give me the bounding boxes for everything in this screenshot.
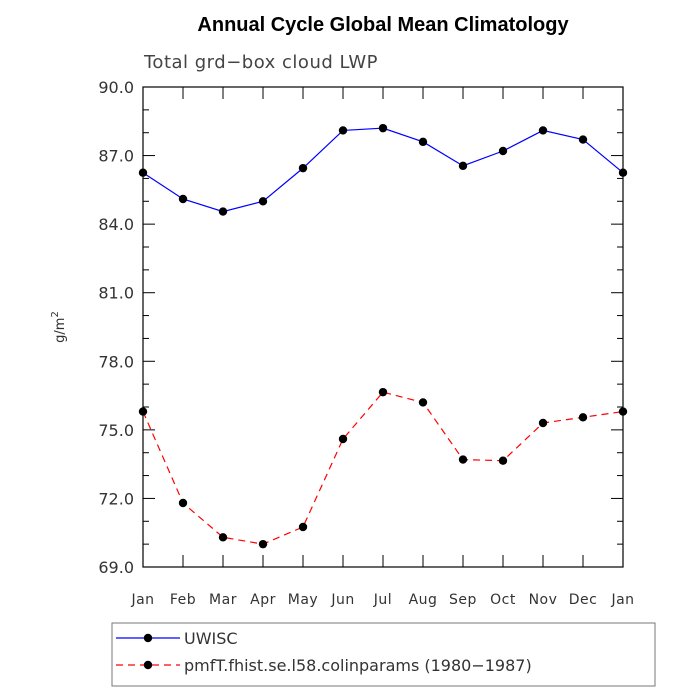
series-2-point bbox=[418, 398, 428, 407]
chart-title: Annual Cycle Global Mean Climatology bbox=[197, 14, 569, 36]
y-tick-label: 78.0 bbox=[98, 352, 134, 371]
series-1-point bbox=[258, 197, 268, 206]
y-axis-label: g/m2 bbox=[50, 311, 68, 343]
x-tick-label: Nov bbox=[529, 592, 558, 608]
legend-marker-1 bbox=[143, 633, 153, 643]
x-tick-label: Jan bbox=[130, 592, 154, 608]
series-1-point bbox=[218, 207, 228, 216]
series-1-point bbox=[458, 161, 468, 171]
y-tick-label: 90.0 bbox=[98, 78, 134, 97]
y-tick-label: 87.0 bbox=[98, 147, 134, 166]
legend-marker-2 bbox=[143, 660, 153, 670]
series-2-line bbox=[142, 391, 624, 545]
series-2-point bbox=[378, 387, 388, 397]
series-2-point bbox=[578, 413, 588, 422]
series-2-point bbox=[178, 498, 188, 508]
x-tick-label: Mar bbox=[209, 592, 237, 608]
y-tick-label: 81.0 bbox=[98, 284, 134, 303]
x-tick-label: Apr bbox=[250, 592, 276, 608]
y-axis-label-superscript: 2 bbox=[50, 311, 61, 317]
series-1-point bbox=[138, 168, 148, 177]
series-2-point bbox=[138, 407, 148, 416]
chart-subtitle: Total grd−box cloud LWP bbox=[143, 52, 378, 73]
series-2-point bbox=[618, 407, 628, 416]
series-2-point bbox=[538, 418, 548, 428]
x-tick-label: Jan bbox=[610, 592, 634, 608]
x-tick-label: Feb bbox=[170, 592, 196, 608]
series-1-point bbox=[578, 135, 588, 144]
series-1-point bbox=[618, 168, 628, 177]
x-tick-label: Sep bbox=[449, 592, 477, 608]
series-1-point bbox=[378, 123, 388, 133]
series-2-point bbox=[258, 539, 268, 549]
x-tick-label: Oct bbox=[490, 592, 516, 608]
x-tick-label: Jul bbox=[373, 592, 392, 608]
axes: 69.0 72.0 75.0 78.0 81.0 84.0 87.0 90.0 Jan Feb Ma… bbox=[98, 78, 634, 608]
series-1-point bbox=[178, 194, 188, 204]
legend: UWISC pmfT.fhist.se.l58.colinparams (1980… bbox=[111, 622, 656, 687]
legend-label-2: pmfT.fhist.se.l58.colinparams (1980−1987… bbox=[184, 656, 532, 675]
x-tick-label: May bbox=[288, 592, 318, 608]
series-1-point bbox=[498, 146, 508, 156]
y-tick-label: 84.0 bbox=[98, 215, 134, 234]
y-axis-label-text: g/m bbox=[53, 318, 68, 343]
series-layer bbox=[138, 123, 628, 549]
y-tick-label: 75.0 bbox=[98, 421, 134, 440]
x-tick-label: Aug bbox=[409, 592, 438, 608]
x-tick-label: Jun bbox=[330, 592, 354, 608]
series-2-point bbox=[218, 533, 228, 542]
x-tick-label: Dec bbox=[569, 592, 598, 608]
series-1-point bbox=[298, 163, 308, 173]
series-1-point bbox=[338, 126, 348, 135]
y-tick-label: 69.0 bbox=[98, 558, 134, 577]
series-2-point bbox=[338, 434, 348, 444]
legend-label-1: UWISC bbox=[184, 629, 238, 648]
series-2-point bbox=[298, 522, 308, 532]
y-tick-label: 72.0 bbox=[98, 489, 134, 508]
series-1-line bbox=[142, 127, 624, 213]
legend-box bbox=[111, 622, 656, 687]
series-1-point bbox=[538, 126, 548, 135]
series-1-point bbox=[418, 137, 428, 147]
series-2-point bbox=[458, 455, 468, 464]
plot-frame bbox=[142, 86, 624, 568]
series-2-point bbox=[498, 456, 508, 465]
